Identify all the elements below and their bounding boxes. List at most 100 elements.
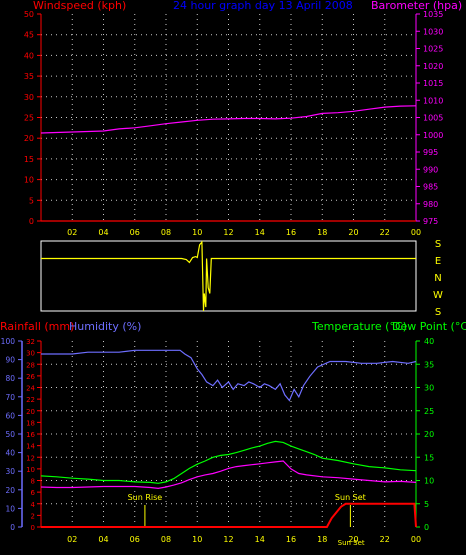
rainfall-tick-label: 0 (31, 524, 35, 532)
x-tick-label: 04 (98, 535, 108, 544)
humidity-tick-label: 100 (1, 337, 16, 346)
windspeed-tick-label: 10 (24, 176, 34, 185)
x-tick-label: 18 (317, 228, 327, 237)
windspeed-tick-label: 0 (29, 217, 34, 226)
compass-label-e: E (435, 256, 441, 267)
rainfall-tick-label: 20 (26, 408, 35, 416)
rainfall-tick-label: 6 (31, 489, 36, 497)
x-tick-label: 08 (161, 535, 171, 544)
x-tick-label: 02 (67, 535, 77, 544)
windspeed-tick-label: 50 (24, 10, 34, 19)
x-tick-label: 12 (223, 228, 233, 237)
windspeed-axis-title: Windspeed (kph) (33, 0, 126, 12)
rainfall-tick-label: 26 (26, 373, 35, 381)
windspeed-tick-label: 30 (24, 93, 34, 102)
windspeed-tick-label: 45 (24, 31, 34, 40)
windspeed-tick-label: 5 (29, 196, 34, 205)
sun-marker-label: Sun Set (338, 539, 365, 547)
temperature-tick-label: 0 (424, 523, 429, 532)
x-tick-label: 14 (255, 228, 265, 237)
x-tick-label: 10 (192, 228, 202, 237)
series-rainfall (41, 502, 417, 528)
rainfall-tick-label: 28 (26, 361, 35, 369)
sun-marker-label: Sun Rise (128, 493, 163, 502)
barometer-tick-label: 1030 (423, 27, 443, 36)
barometer-tick-label: 1020 (423, 62, 443, 71)
rainfall-tick-label: 22 (26, 396, 35, 404)
series-humidity (41, 349, 417, 402)
humidity-tick-label: 30 (5, 467, 15, 476)
temp-humidity-rain-chart: 0102030405060708090100024681012141618202… (1, 337, 435, 547)
humidity-tick-label: 70 (5, 393, 15, 402)
compass-label-s: S (435, 307, 441, 318)
series-temperature (40, 440, 417, 484)
rainfall-tick-label: 24 (26, 385, 35, 393)
barometer-tick-label: 1000 (423, 131, 443, 140)
temperature-tick-label: 20 (424, 430, 434, 439)
series-wind-direction (41, 240, 416, 312)
humidity-tick-label: 10 (5, 504, 15, 513)
x-tick-label: 22 (380, 535, 390, 544)
barometer-tick-label: 990 (423, 165, 438, 174)
barometer-tick-label: 1035 (423, 10, 443, 19)
pressure-wind-chart: 0510152025303540455097598098599099510001… (24, 10, 444, 237)
x-tick-label: 06 (130, 535, 140, 544)
rainfall-tick-label: 12 (26, 454, 35, 462)
humidity-tick-label: 80 (5, 374, 15, 383)
x-tick-label: 20 (348, 535, 358, 544)
dewpoint-axis-title: Dew Point (°C) (392, 320, 466, 333)
x-tick-label: 12 (223, 535, 233, 544)
x-tick-label: 16 (286, 228, 296, 237)
windspeed-tick-label: 35 (24, 72, 34, 81)
barometer-tick-label: 1005 (423, 114, 443, 123)
rainfall-tick-label: 14 (26, 443, 35, 451)
chart-title: 24 hour graph day 13 April 2008 (173, 0, 353, 12)
temperature-tick-label: 25 (424, 407, 434, 416)
windspeed-tick-label: 15 (24, 155, 34, 164)
x-tick-label: 06 (130, 228, 140, 237)
humidity-tick-label: 50 (5, 430, 15, 439)
series-dew-point (40, 460, 417, 490)
rainfall-tick-label: 2 (31, 512, 35, 520)
temperature-tick-label: 35 (424, 360, 434, 369)
barometer-tick-label: 995 (423, 148, 438, 157)
humidity-tick-label: 60 (5, 411, 15, 420)
rainfall-tick-label: 8 (31, 478, 35, 486)
rainfall-tick-label: 16 (26, 431, 35, 439)
temperature-tick-label: 30 (424, 384, 434, 393)
x-tick-label: 00 (411, 228, 421, 237)
windspeed-tick-label: 25 (24, 114, 34, 123)
sun-marker-label: Sun Set (335, 493, 366, 502)
rainfall-tick-label: 10 (26, 466, 35, 474)
x-tick-label: 14 (255, 535, 265, 544)
x-tick-label: 04 (98, 228, 108, 237)
compass-label-s: S (435, 239, 441, 250)
humidity-axis-title: Humidity (%) (69, 320, 141, 333)
x-tick-label: 10 (192, 535, 202, 544)
humidity-tick-label: 0 (10, 523, 15, 532)
x-tick-label: 20 (348, 228, 358, 237)
temperature-tick-label: 40 (424, 337, 434, 346)
barometer-tick-label: 1025 (423, 45, 443, 54)
x-tick-label: 08 (161, 228, 171, 237)
series-barometer (40, 105, 417, 134)
temperature-tick-label: 10 (424, 477, 434, 486)
direction-frame (40, 240, 417, 312)
barometer-axis-title: Barometer (hpa) (371, 0, 462, 12)
rainfall-tick-label: 18 (26, 419, 35, 427)
barometer-tick-label: 975 (423, 217, 438, 226)
rainfall-tick-label: 32 (26, 338, 35, 346)
rainfall-axis-title: Rainfall (mm) (0, 320, 74, 333)
humidity-tick-label: 20 (5, 486, 15, 495)
windspeed-tick-label: 20 (24, 134, 34, 143)
rainfall-tick-label: 30 (26, 350, 35, 358)
temperature-tick-label: 5 (424, 500, 429, 509)
rainfall-tick-label: 4 (31, 501, 36, 509)
x-tick-label: 22 (380, 228, 390, 237)
humidity-tick-label: 40 (5, 449, 15, 458)
barometer-tick-label: 980 (423, 200, 438, 209)
barometer-tick-label: 1010 (423, 96, 443, 105)
x-tick-label: 02 (67, 228, 77, 237)
